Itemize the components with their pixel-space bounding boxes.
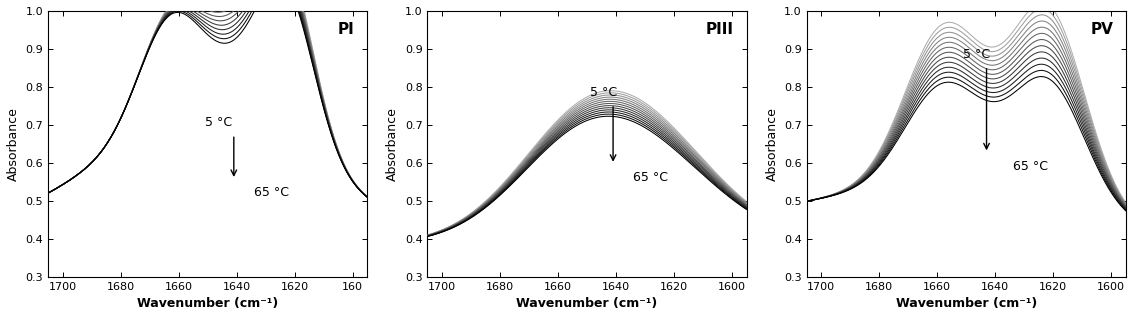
Text: 5 °C: 5 °C bbox=[590, 86, 617, 99]
Text: 65 °C: 65 °C bbox=[1012, 160, 1048, 173]
Text: PV: PV bbox=[1091, 22, 1113, 36]
Text: PI: PI bbox=[338, 22, 354, 36]
Text: 65 °C: 65 °C bbox=[633, 171, 669, 184]
Y-axis label: Absorbance: Absorbance bbox=[386, 107, 400, 181]
Text: 65 °C: 65 °C bbox=[254, 186, 289, 199]
Y-axis label: Absorbance: Absorbance bbox=[765, 107, 779, 181]
X-axis label: Wavenumber (cm⁻¹): Wavenumber (cm⁻¹) bbox=[137, 297, 278, 310]
Text: 5 °C: 5 °C bbox=[964, 48, 991, 61]
Text: PIII: PIII bbox=[706, 22, 734, 36]
X-axis label: Wavenumber (cm⁻¹): Wavenumber (cm⁻¹) bbox=[896, 297, 1037, 310]
Text: 5 °C: 5 °C bbox=[204, 116, 232, 129]
X-axis label: Wavenumber (cm⁻¹): Wavenumber (cm⁻¹) bbox=[516, 297, 657, 310]
Y-axis label: Absorbance: Absorbance bbox=[7, 107, 20, 181]
